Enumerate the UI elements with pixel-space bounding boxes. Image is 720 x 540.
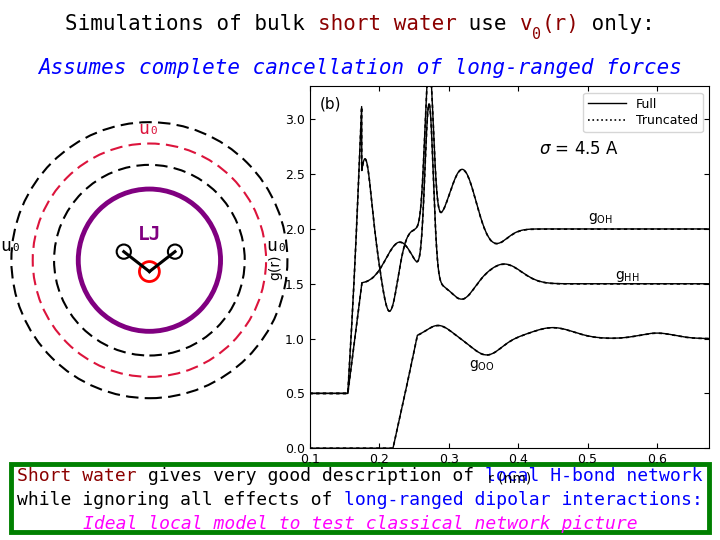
Legend: Full, Truncated: Full, Truncated: [583, 93, 703, 132]
Text: Simulations of bulk: Simulations of bulk: [65, 14, 318, 33]
Text: $\mathregular{g_{OH}}$: $\mathregular{g_{OH}}$: [588, 211, 613, 226]
Text: $\mathregular{g_{HH}}$: $\mathregular{g_{HH}}$: [616, 269, 640, 285]
Text: long-ranged dipolar interactions:: long-ranged dipolar interactions:: [343, 491, 703, 509]
Text: Assumes complete cancellation of long-ranged forces: Assumes complete cancellation of long-ra…: [38, 57, 682, 78]
Text: Ideal local model to test classical network picture: Ideal local model to test classical netw…: [83, 515, 637, 534]
Text: Short water: Short water: [17, 467, 137, 485]
X-axis label: r (nm): r (nm): [487, 471, 531, 485]
Text: u₀: u₀: [1, 237, 22, 255]
Text: 0: 0: [532, 28, 541, 43]
Text: u₀: u₀: [138, 120, 161, 138]
Text: only:: only:: [579, 14, 655, 33]
Y-axis label: g(r): g(r): [268, 254, 282, 280]
FancyBboxPatch shape: [11, 464, 709, 532]
Text: u₀: u₀: [266, 237, 288, 255]
Text: use: use: [456, 14, 520, 33]
Text: (b): (b): [320, 96, 341, 111]
Text: while ignoring all effects of: while ignoring all effects of: [17, 491, 343, 509]
Text: local H-bond network: local H-bond network: [485, 467, 703, 485]
Text: (r): (r): [541, 14, 579, 33]
Text: v: v: [520, 14, 532, 33]
Text: $\sigma$ = 4.5 A: $\sigma$ = 4.5 A: [539, 140, 619, 158]
Text: $\mathregular{g_{OO}}$: $\mathregular{g_{OO}}$: [469, 358, 495, 373]
Text: short water: short water: [318, 14, 456, 33]
Text: LJ: LJ: [138, 225, 161, 244]
Text: gives very good description of: gives very good description of: [137, 467, 485, 485]
